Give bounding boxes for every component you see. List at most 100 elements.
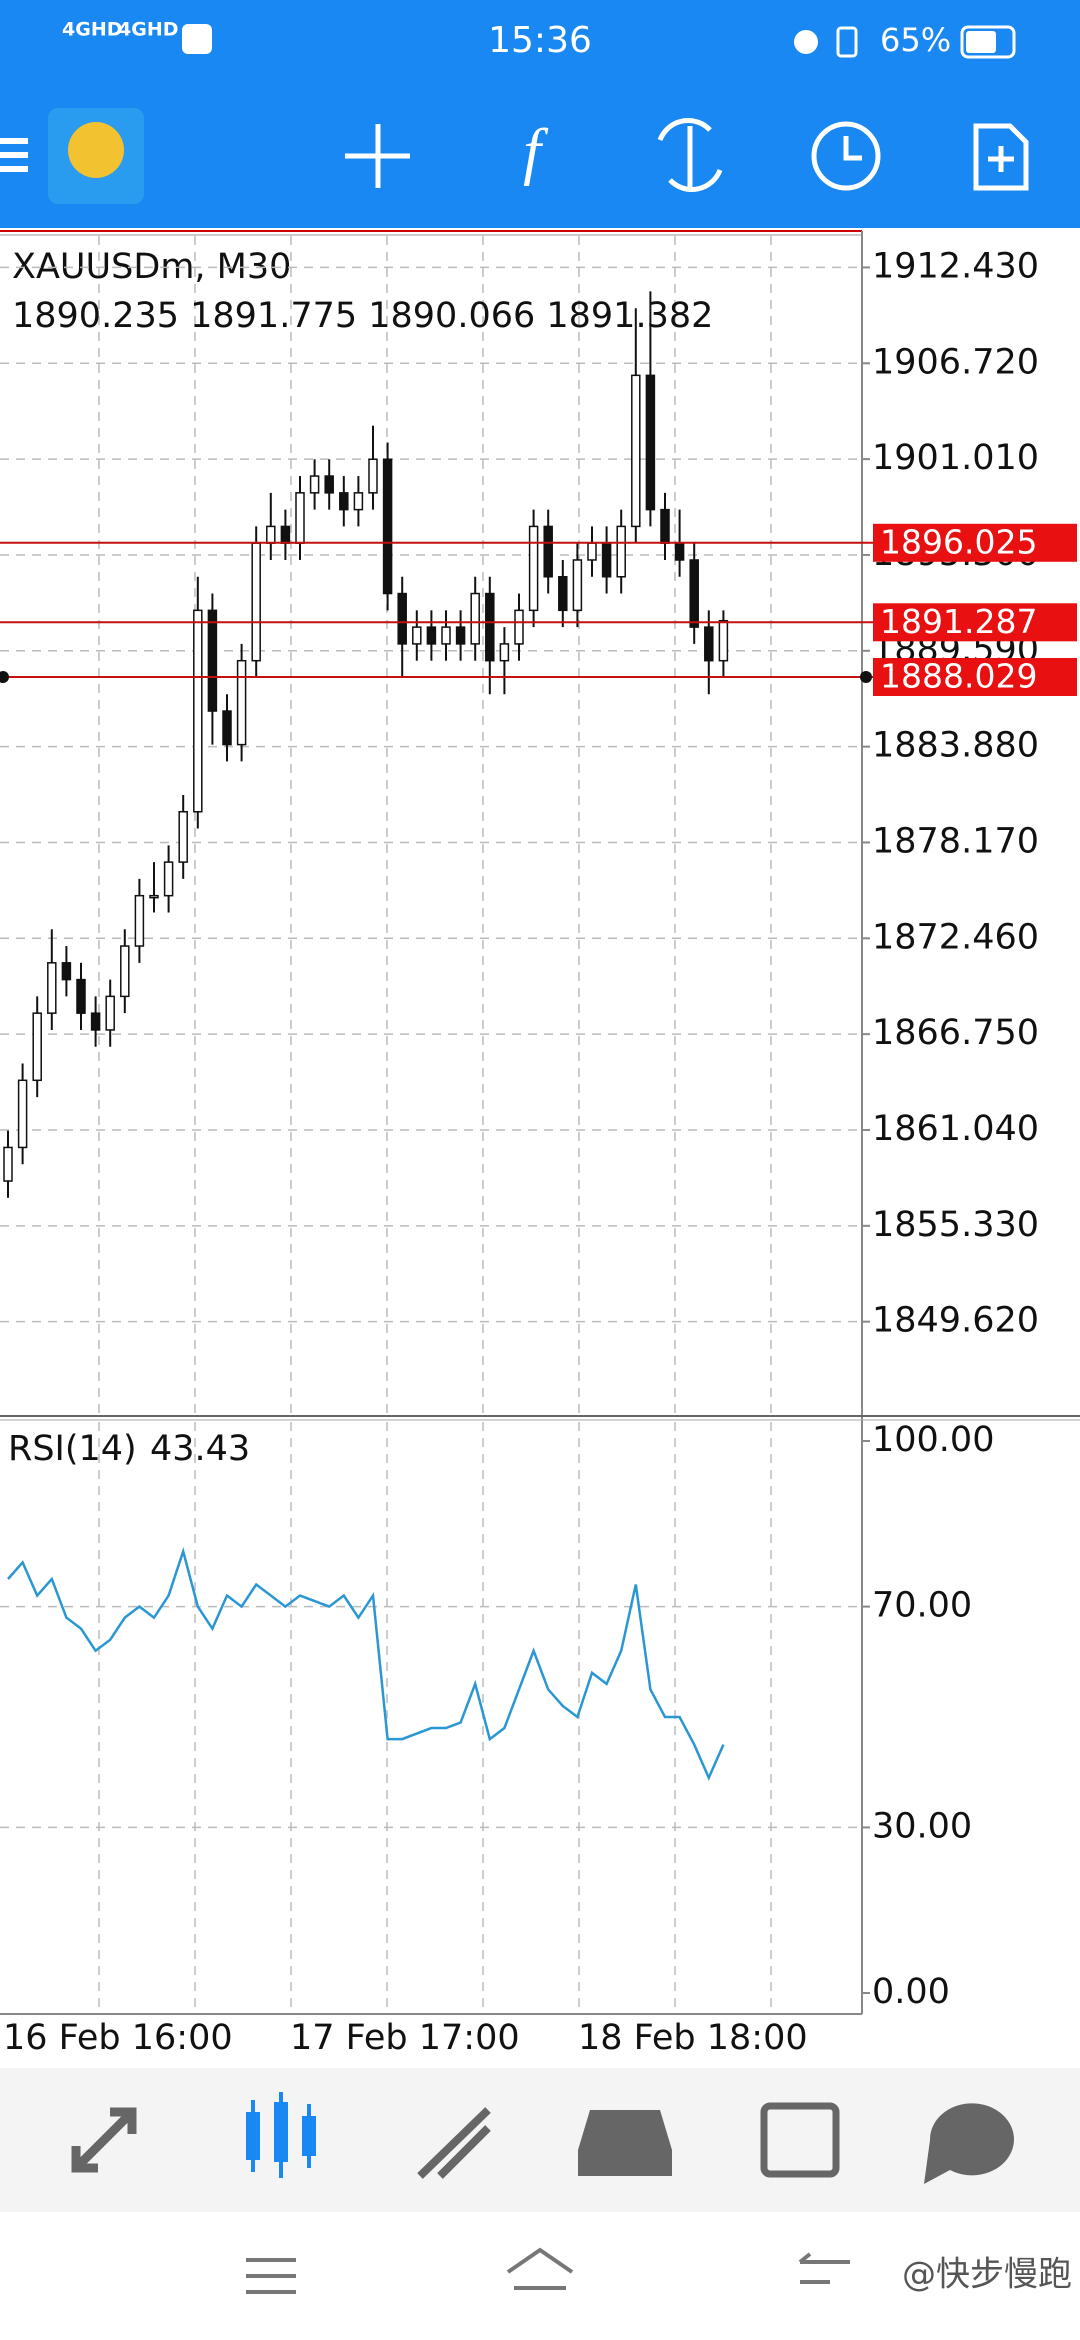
candle-body: [236, 659, 247, 746]
candle-body: [222, 710, 232, 746]
battery-level: [966, 31, 996, 53]
ohlc-label: 1890.235 1891.775 1890.066 1891.382: [12, 296, 713, 336]
candle-body: [499, 643, 510, 662]
candle-body: [266, 525, 276, 544]
watermark: @快步慢跑: [902, 2255, 1072, 2295]
price-label: 1849.620: [872, 1301, 1039, 1341]
candle-body: [163, 861, 174, 897]
candle-body: [601, 542, 612, 578]
period-button[interactable]: [811, 121, 881, 191]
price-label: 1872.460: [872, 917, 1039, 957]
chart-tab[interactable]: [246, 2092, 316, 2178]
price-label: 1883.880: [872, 726, 1039, 766]
candle-body: [485, 592, 495, 662]
candle-body: [660, 508, 670, 544]
rsi-tick-label: 0.00: [872, 1972, 950, 2012]
price-label: 1901.010: [872, 438, 1039, 478]
candle-body: [441, 626, 451, 645]
home-button[interactable]: [506, 2247, 574, 2290]
candle-body: [309, 475, 320, 494]
level-handle: [0, 670, 9, 683]
rsi-tick-label: 30.00: [872, 1806, 972, 1846]
candle-body: [704, 626, 714, 662]
candle-body: [339, 492, 349, 511]
candle-body: [353, 492, 364, 511]
candle-body: [382, 458, 393, 595]
rsi-tick-label: 70.00: [872, 1586, 972, 1626]
candle-body: [280, 525, 291, 544]
candle-body: [178, 811, 188, 863]
candle-body: [295, 492, 305, 544]
time-label: 17 Feb 17:00: [290, 2018, 520, 2058]
candle-body: [324, 475, 334, 494]
level-label: 1888.029: [880, 656, 1037, 695]
candle-body: [90, 1012, 101, 1031]
period-hand: [843, 136, 862, 161]
price-label: 1866.750: [872, 1013, 1039, 1053]
mt-logo-mark: [68, 122, 124, 178]
clock: 15:36: [488, 20, 592, 61]
candle-body: [470, 592, 480, 645]
candle-body: [631, 374, 641, 528]
candle-body: [134, 894, 145, 947]
price-label: 1861.040: [872, 1109, 1039, 1149]
candle-body: [674, 542, 685, 561]
rsi-tick-label: 100.00: [872, 1420, 994, 1460]
candle-body: [207, 609, 218, 712]
candle-body: [572, 559, 583, 612]
level-handle: [860, 670, 872, 683]
news-tab[interactable]: [760, 2102, 840, 2178]
candle-body: [528, 525, 539, 612]
candle-body: [120, 945, 130, 998]
level-label-box: [873, 603, 1077, 642]
trade-tab[interactable]: [417, 2107, 491, 2179]
candle-body: [17, 1079, 28, 1149]
back-button[interactable]: [798, 2252, 850, 2284]
app-icon: [182, 24, 212, 54]
battery-icon: [960, 25, 1016, 59]
level-label-box: [873, 523, 1077, 562]
time-label: 16 Feb 16:00: [3, 2018, 233, 2058]
candle-body: [587, 542, 597, 561]
time-label: 18 Feb 18:00: [578, 2018, 808, 2058]
alarm-icon: [794, 30, 818, 54]
candle-body: [105, 995, 115, 1031]
battery-percent: 65%: [880, 21, 951, 59]
network-label: 4GHD: [118, 19, 179, 41]
level-label: 1896.025: [880, 522, 1037, 561]
rsi-name: RSI(14): [8, 1429, 137, 1469]
candle-body: [558, 576, 568, 612]
chat-tab[interactable]: [924, 2103, 1014, 2184]
candle-body: [32, 1012, 42, 1082]
app-header: [0, 0, 1080, 228]
price-label: 1855.330: [872, 1205, 1039, 1245]
new-order-button[interactable]: [973, 123, 1029, 191]
vibrate-icon: [836, 26, 858, 58]
symbols-button[interactable]: [657, 118, 723, 192]
crosshair-button[interactable]: [345, 124, 410, 188]
price-label: 1912.430: [872, 246, 1039, 286]
menu-button[interactable]: [0, 138, 28, 172]
candle-body: [412, 626, 422, 645]
candle-body: [76, 978, 86, 1014]
candle-body: [718, 619, 729, 662]
candle-body: [368, 458, 378, 494]
candle-body: [689, 559, 699, 628]
level-label-box: [873, 657, 1077, 696]
bottom-toolbar: [0, 2068, 1080, 2212]
recents-button[interactable]: [246, 2258, 296, 2294]
candle-body: [645, 374, 656, 511]
quotes-tab[interactable]: [71, 2107, 137, 2173]
level-label: 1891.287: [880, 602, 1037, 641]
candle-body: [397, 592, 407, 645]
candle-body: [543, 525, 553, 578]
candle-body: [149, 894, 159, 899]
candle-body: [616, 525, 626, 578]
candle-body: [3, 1146, 13, 1182]
history-tab[interactable]: [578, 2110, 672, 2176]
candle-body: [251, 542, 261, 662]
network-label: 4GHD: [62, 19, 123, 41]
candle-body: [514, 609, 524, 645]
